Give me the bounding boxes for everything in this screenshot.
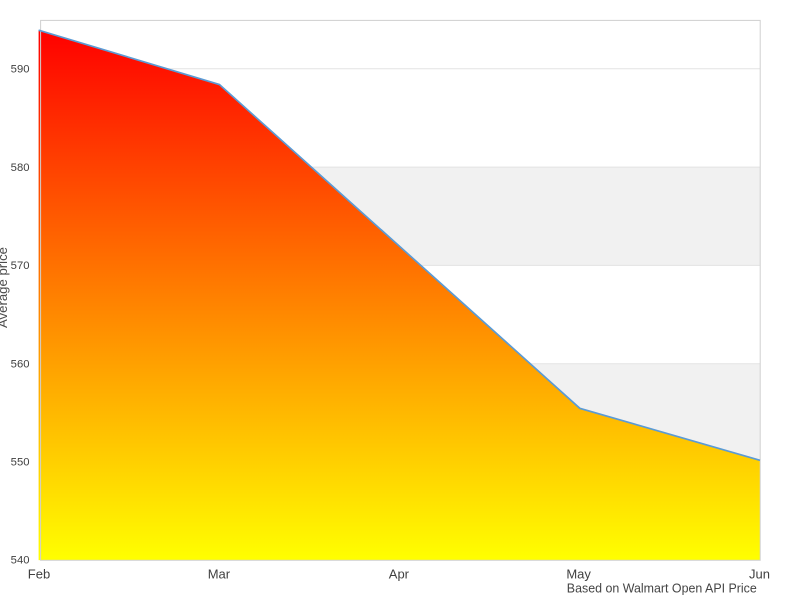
svg-text:550: 550 — [11, 457, 30, 469]
svg-text:560: 560 — [11, 358, 30, 370]
svg-text:Based on Walmart Open API Pric: Based on Walmart Open API Price — [567, 581, 757, 596]
svg-text:590: 590 — [11, 64, 30, 76]
svg-text:570: 570 — [11, 260, 30, 272]
svg-text:Jun: Jun — [749, 566, 770, 581]
svg-text:Apr: Apr — [389, 566, 410, 581]
svg-text:580: 580 — [11, 162, 30, 174]
svg-text:540: 540 — [11, 555, 30, 567]
svg-text:Mar: Mar — [208, 566, 231, 581]
svg-text:May: May — [566, 566, 591, 581]
svg-text:Average price: Average price — [0, 247, 10, 328]
svg-text:Feb: Feb — [28, 566, 50, 581]
